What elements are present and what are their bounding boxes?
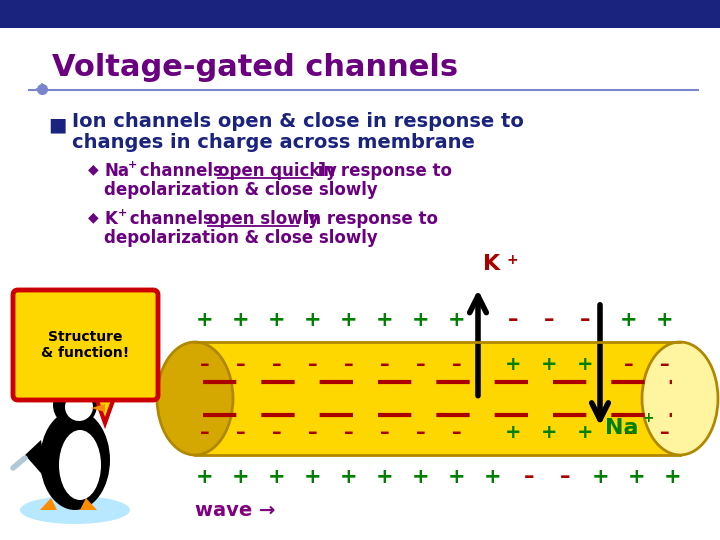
Text: depolarization & close slowly: depolarization & close slowly — [104, 229, 378, 247]
Text: +: + — [196, 310, 214, 330]
Text: +: + — [664, 467, 682, 487]
Polygon shape — [95, 395, 115, 423]
Text: Ion channels open & close in response to: Ion channels open & close in response to — [72, 112, 524, 131]
Bar — [195, 342, 680, 455]
Text: in response to: in response to — [298, 210, 438, 228]
Text: depolarization & close slowly: depolarization & close slowly — [104, 181, 378, 199]
Text: K: K — [483, 254, 500, 274]
Text: +: + — [541, 354, 557, 374]
Text: +: + — [628, 467, 646, 487]
Text: channels: channels — [134, 162, 229, 180]
Text: –: – — [380, 354, 390, 374]
Text: –: – — [508, 310, 518, 330]
Text: +: + — [642, 410, 654, 424]
Text: –: – — [380, 423, 390, 442]
Text: +: + — [505, 354, 521, 374]
Text: +: + — [340, 467, 358, 487]
Text: –: – — [272, 354, 282, 374]
Text: +: + — [340, 310, 358, 330]
Text: –: – — [416, 354, 426, 374]
Text: –: – — [236, 423, 246, 442]
FancyBboxPatch shape — [13, 290, 158, 400]
Text: –: – — [308, 423, 318, 442]
Polygon shape — [91, 404, 105, 412]
Text: +: + — [268, 310, 286, 330]
Text: ◆: ◆ — [88, 210, 99, 224]
Text: Na: Na — [605, 418, 639, 438]
Text: +: + — [656, 310, 674, 330]
Text: +: + — [484, 467, 502, 487]
Text: ◆: ◆ — [88, 162, 99, 176]
Ellipse shape — [65, 393, 93, 421]
Text: +: + — [232, 467, 250, 487]
Text: –: – — [624, 423, 634, 442]
Text: +: + — [196, 467, 214, 487]
Text: –: – — [580, 310, 590, 330]
Polygon shape — [40, 498, 57, 510]
Text: +: + — [232, 310, 250, 330]
Text: –: – — [200, 354, 210, 374]
Text: open slowly: open slowly — [208, 210, 319, 228]
Ellipse shape — [40, 410, 110, 510]
Text: –: – — [452, 354, 462, 374]
Text: –: – — [416, 423, 426, 442]
Text: –: – — [344, 423, 354, 442]
Text: –: – — [236, 354, 246, 374]
Text: +: + — [304, 310, 322, 330]
Text: +: + — [268, 467, 286, 487]
Text: ■: ■ — [48, 115, 66, 134]
Text: wave →: wave → — [195, 501, 275, 519]
Text: –: – — [523, 467, 534, 487]
Text: +: + — [412, 310, 430, 330]
Text: open quickly: open quickly — [218, 162, 337, 180]
Text: Na: Na — [104, 162, 129, 180]
Text: +: + — [577, 423, 593, 442]
Text: +: + — [376, 467, 394, 487]
Text: K: K — [104, 210, 117, 228]
Text: +: + — [592, 467, 610, 487]
Text: +: + — [412, 467, 430, 487]
Text: –: – — [624, 354, 634, 374]
Text: –: – — [200, 423, 210, 442]
Ellipse shape — [20, 496, 130, 524]
Text: –: – — [660, 354, 670, 374]
Text: +: + — [505, 423, 521, 442]
Text: +: + — [118, 208, 127, 218]
Text: channels: channels — [124, 210, 219, 228]
Bar — [0, 0, 720, 28]
Text: +: + — [577, 354, 593, 374]
Polygon shape — [80, 498, 97, 510]
Polygon shape — [25, 440, 47, 480]
Text: –: – — [544, 310, 554, 330]
Text: +: + — [448, 467, 466, 487]
Text: Structure
& function!: Structure & function! — [41, 330, 130, 360]
Ellipse shape — [157, 342, 233, 455]
Ellipse shape — [642, 342, 718, 455]
Text: +: + — [376, 310, 394, 330]
Text: –: – — [344, 354, 354, 374]
Text: Voltage-gated channels: Voltage-gated channels — [52, 53, 458, 82]
Text: +: + — [541, 423, 557, 442]
Text: changes in charge across membrane: changes in charge across membrane — [72, 133, 475, 152]
Text: +: + — [448, 310, 466, 330]
Text: +: + — [506, 253, 518, 267]
Text: –: – — [272, 423, 282, 442]
Ellipse shape — [53, 383, 97, 427]
Text: –: – — [452, 423, 462, 442]
Text: +: + — [128, 160, 138, 170]
Text: –: – — [660, 423, 670, 442]
Text: +: + — [620, 310, 638, 330]
Text: –: – — [559, 467, 570, 487]
Text: +: + — [304, 467, 322, 487]
Ellipse shape — [59, 430, 101, 500]
Text: –: – — [308, 354, 318, 374]
Text: in response to: in response to — [312, 162, 452, 180]
